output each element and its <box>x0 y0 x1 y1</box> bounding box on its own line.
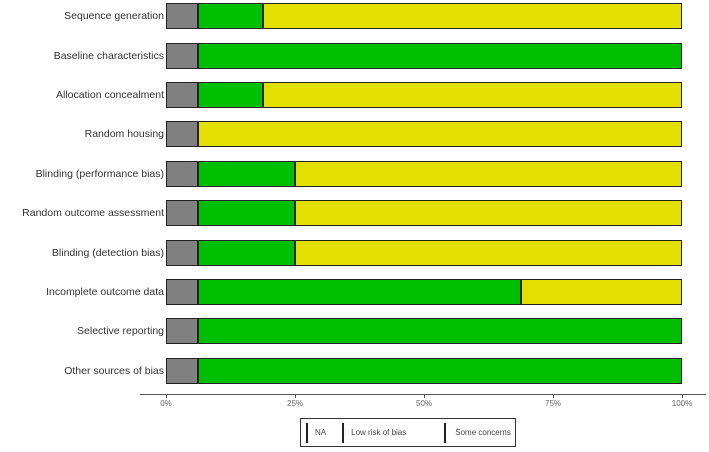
x-tick-label: 75% <box>544 399 562 408</box>
legend-label-some-concerns: Some concerns <box>455 428 511 437</box>
x-tick-label: 25% <box>286 399 304 408</box>
x-tick <box>295 394 296 398</box>
bar-segment <box>166 43 199 69</box>
bar-segment <box>295 200 682 226</box>
bar-segment <box>198 240 295 266</box>
bar-segment <box>166 358 199 384</box>
bar-segment <box>166 279 199 305</box>
row-label: Sequence generation <box>64 10 164 22</box>
bar-segment <box>166 161 199 187</box>
row-label: Baseline characteristics <box>53 50 164 62</box>
bar-segment <box>166 82 199 108</box>
bar-segment <box>166 121 199 147</box>
bar-segment <box>198 200 295 226</box>
stacked-bar <box>166 82 682 108</box>
x-tick-label: 50% <box>415 399 433 408</box>
legend-label-na: NA <box>315 428 327 437</box>
legend-key-low-risk <box>342 422 345 443</box>
x-tick <box>553 394 554 398</box>
bar-segment <box>295 240 682 266</box>
stacked-bar <box>166 318 682 344</box>
legend: NA Low risk of bias Some concerns <box>300 418 516 447</box>
stacked-bar <box>166 121 682 147</box>
bar-segment <box>198 43 682 69</box>
row-label: Random housing <box>84 128 164 140</box>
bar-segment <box>166 3 199 29</box>
x-tick <box>424 394 425 398</box>
stacked-bar <box>166 279 682 305</box>
bar-segment <box>295 161 682 187</box>
row-label: Selective reporting <box>77 325 164 337</box>
bar-segment <box>520 279 682 305</box>
legend-key-some-concerns <box>444 422 447 443</box>
legend-key-na <box>306 422 308 443</box>
stacked-bar <box>166 43 682 69</box>
x-tick <box>166 394 167 398</box>
bar-segment <box>198 318 682 344</box>
bar-segment <box>262 82 682 108</box>
bar-segment <box>198 358 682 384</box>
stacked-bar <box>166 161 682 187</box>
bar-segment <box>198 3 263 29</box>
bar-segment <box>198 161 295 187</box>
legend-label-low-risk: Low risk of bias <box>351 428 407 437</box>
row-label: Allocation concealment <box>56 89 164 101</box>
row-label: Incomplete outcome data <box>46 286 164 298</box>
stacked-bar <box>166 200 682 226</box>
x-tick-label: 100% <box>671 399 693 408</box>
x-axis-line <box>140 394 706 395</box>
stacked-bar <box>166 240 682 266</box>
row-label: Blinding (detection bias) <box>51 247 164 259</box>
bar-segment <box>166 240 199 266</box>
stacked-bar <box>166 3 682 29</box>
x-tick <box>682 394 683 398</box>
row-label: Blinding (performance bias) <box>35 168 164 180</box>
x-tick-label: 0% <box>160 399 172 408</box>
bar-segment <box>166 200 199 226</box>
bar-segment <box>198 279 521 305</box>
stacked-bar <box>166 358 682 384</box>
bar-segment <box>166 318 199 344</box>
bar-segment <box>198 121 682 147</box>
row-label: Random outcome assessment <box>22 207 164 219</box>
row-label: Other sources of bias <box>64 365 164 377</box>
bar-segment <box>198 82 263 108</box>
bar-segment <box>262 3 682 29</box>
